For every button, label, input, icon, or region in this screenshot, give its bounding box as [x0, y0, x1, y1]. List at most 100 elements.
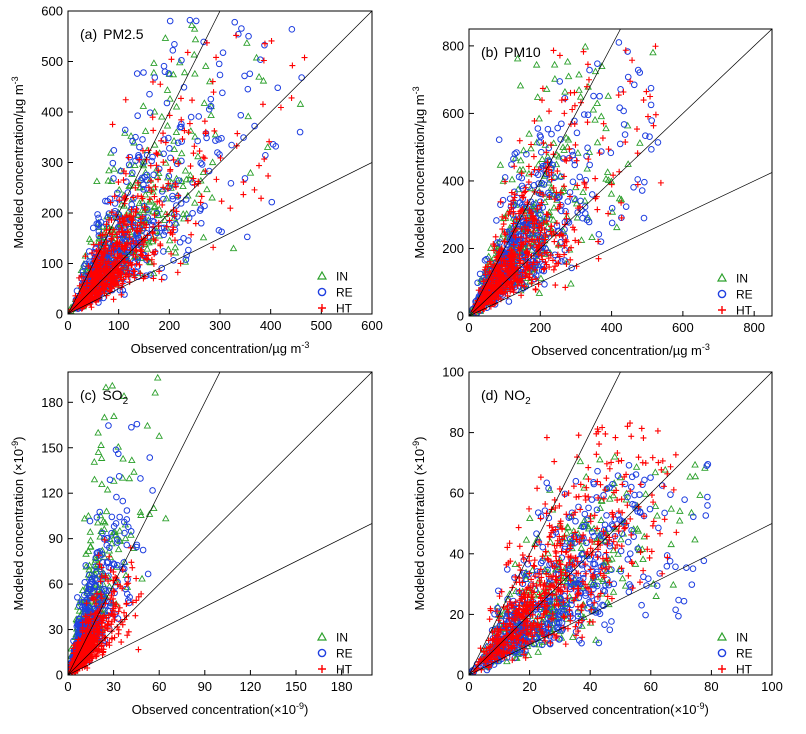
data-point: [541, 280, 548, 288]
data-point: [208, 193, 216, 201]
data-point: [259, 76, 268, 84]
data-point: [500, 221, 507, 228]
data-point: [139, 195, 146, 202]
data-point: [211, 127, 218, 134]
data-point: [648, 117, 656, 124]
data-point: [609, 491, 618, 499]
data-point: [209, 78, 216, 85]
data-point: [98, 595, 105, 602]
data-point: [647, 93, 654, 100]
data-point: [604, 92, 613, 99]
data-point: [571, 195, 578, 203]
data-point: [607, 149, 615, 157]
data-point: [562, 236, 569, 243]
data-point: [98, 573, 105, 580]
data-point: [575, 86, 583, 93]
data-point: [508, 257, 515, 264]
data-point: [150, 127, 157, 134]
data-point: [125, 474, 134, 482]
data-point: [481, 257, 489, 264]
data-point: [483, 255, 490, 263]
data-point: [559, 184, 568, 191]
data-point: [546, 172, 553, 179]
data-point: [130, 238, 137, 245]
data-point: [149, 114, 156, 121]
data-point: [95, 241, 102, 248]
data-point: [583, 184, 590, 191]
data-point: [85, 561, 94, 569]
data-point: [503, 657, 511, 665]
legend-label: HT: [736, 304, 753, 318]
data-point: [558, 97, 565, 104]
data-point: [110, 523, 118, 530]
data-point: [535, 289, 544, 296]
data-point: [108, 250, 115, 257]
data-point: [617, 86, 624, 93]
x-tick-label: 30: [106, 679, 120, 694]
data-point: [561, 183, 568, 190]
data-point: [480, 278, 487, 285]
legend-marker-triangle: [716, 272, 728, 282]
data-point: [508, 239, 516, 247]
data-point: [525, 163, 532, 170]
x-tick-label: 400: [601, 320, 623, 335]
data-point: [166, 17, 174, 25]
data-point: [106, 265, 113, 272]
data-point: [229, 244, 238, 252]
data-point: [529, 236, 536, 243]
data-point: [497, 235, 505, 242]
data-point: [544, 125, 552, 133]
data-point: [571, 161, 579, 169]
x-tick-label: 200: [158, 318, 180, 333]
data-point: [289, 62, 296, 69]
data-point: [215, 60, 223, 68]
data-point: [128, 423, 135, 431]
y-tick-label: 90: [49, 531, 63, 546]
data-point: [143, 185, 151, 192]
legend-label: IN: [336, 270, 348, 284]
data-point: [75, 615, 83, 622]
data-point: [180, 83, 188, 91]
data-point: [149, 221, 156, 229]
data-point: [178, 56, 185, 64]
data-point: [162, 139, 169, 146]
data-point: [594, 467, 601, 475]
data-point: [502, 260, 509, 267]
data-point: [171, 248, 180, 256]
data-point: [509, 264, 516, 271]
data-point: [492, 233, 499, 240]
data-point: [532, 286, 539, 293]
data-point: [198, 193, 205, 200]
data-point: [143, 221, 150, 228]
data-point: [137, 215, 144, 222]
data-point: [178, 116, 185, 123]
data-point: [545, 189, 552, 197]
panel-pollutant-subscript: 2: [123, 396, 129, 407]
data-point: [135, 593, 142, 600]
data-point: [604, 176, 613, 183]
data-point: [116, 513, 123, 521]
data-point: [182, 196, 190, 203]
data-point: [488, 261, 495, 268]
data-point: [132, 612, 139, 619]
y-axis-title: Modeled concentration/µg m-3: [10, 76, 26, 248]
data-point: [176, 123, 184, 131]
data-point: [499, 226, 506, 233]
data-point: [184, 191, 192, 199]
data-point: [175, 160, 182, 167]
data-point: [564, 135, 573, 143]
data-point: [147, 162, 154, 169]
data-point: [133, 205, 140, 212]
y-tick-label: 200: [41, 206, 63, 221]
data-point: [507, 288, 514, 295]
data-point: [549, 161, 557, 169]
data-point: [514, 264, 521, 271]
data-point: [215, 136, 222, 143]
data-point: [563, 57, 572, 65]
data-point: [166, 94, 174, 102]
data-point: [106, 535, 114, 542]
data-point: [160, 130, 167, 137]
data-point: [186, 16, 194, 24]
data-point: [555, 152, 563, 160]
